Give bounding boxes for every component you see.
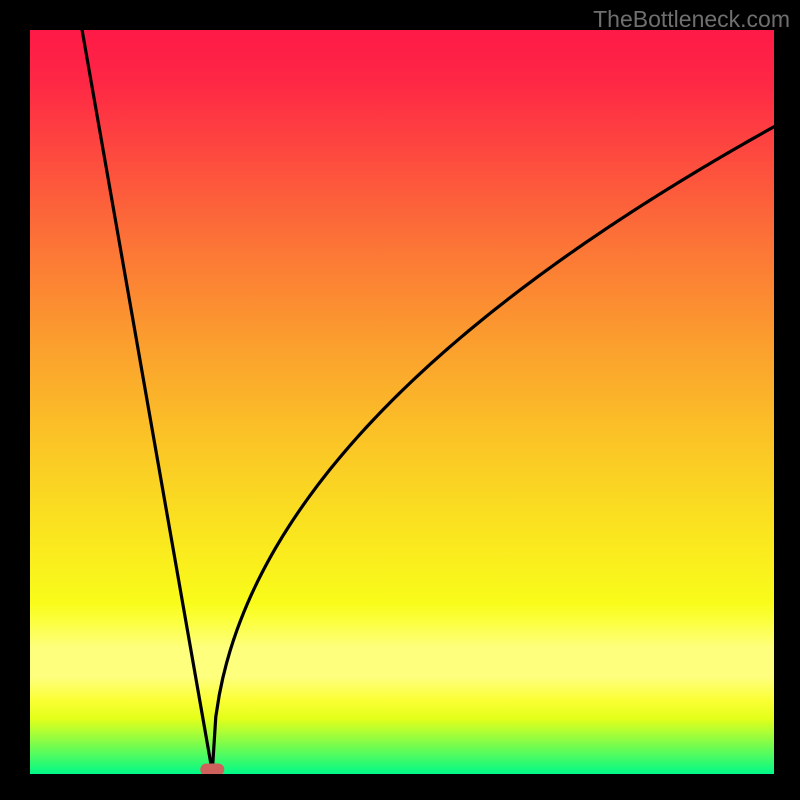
bottleneck-curve (82, 30, 774, 772)
watermark-text: TheBottleneck.com (593, 6, 790, 33)
plot-area (30, 30, 774, 774)
minimum-marker (200, 764, 224, 774)
curve-svg (30, 30, 774, 774)
